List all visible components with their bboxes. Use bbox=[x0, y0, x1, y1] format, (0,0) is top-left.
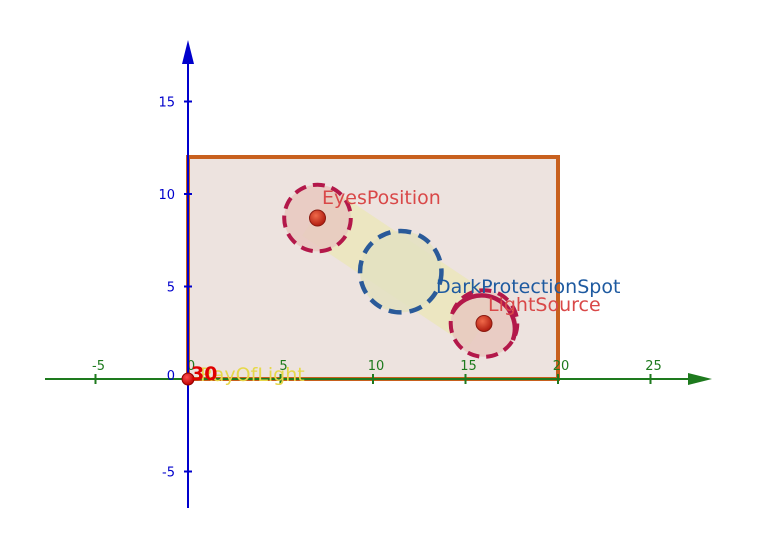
dark-protection-spot-label: DarkProtectionSpot bbox=[436, 276, 620, 298]
y-tick-label: 0 bbox=[167, 369, 175, 384]
y-tick-label: 15 bbox=[158, 96, 175, 111]
x-tick-label: 25 bbox=[645, 359, 662, 374]
x-tick-label: -5 bbox=[92, 359, 105, 374]
light-source-label: LightSource bbox=[488, 294, 601, 316]
x-tick-label: 5 bbox=[279, 359, 287, 374]
y-ticks: -5 5 10 15 0 bbox=[158, 96, 192, 481]
x-tick-label: 0 bbox=[187, 359, 195, 374]
eyes-position-point[interactable] bbox=[309, 209, 326, 227]
x-tick-label: 10 bbox=[368, 359, 385, 374]
x-ticks: -5 0 5 10 15 20 25 bbox=[92, 359, 662, 384]
y-tick-label: 10 bbox=[158, 188, 175, 203]
dark-protection-spot-circle[interactable] bbox=[357, 228, 444, 315]
y-axis: -5 5 10 15 0 bbox=[158, 40, 194, 508]
x-axis-arrow-icon bbox=[688, 373, 712, 385]
y-axis-arrow-icon bbox=[182, 40, 194, 64]
origin-point-label: 30 bbox=[191, 363, 217, 385]
x-tick-label: 15 bbox=[460, 359, 477, 374]
y-tick-label: -5 bbox=[162, 466, 175, 481]
y-tick-label: 5 bbox=[167, 281, 175, 296]
x-tick-label: 20 bbox=[553, 359, 570, 374]
light-source-arc[interactable] bbox=[450, 293, 518, 341]
x-axis: -5 0 5 10 15 20 25 bbox=[45, 359, 712, 385]
eyes-position-label: EyesPosition bbox=[322, 187, 441, 209]
light-source-point[interactable] bbox=[475, 315, 493, 332]
ray-of-light-label: RayOfLight bbox=[200, 364, 305, 386]
origin-point[interactable] bbox=[181, 372, 195, 386]
